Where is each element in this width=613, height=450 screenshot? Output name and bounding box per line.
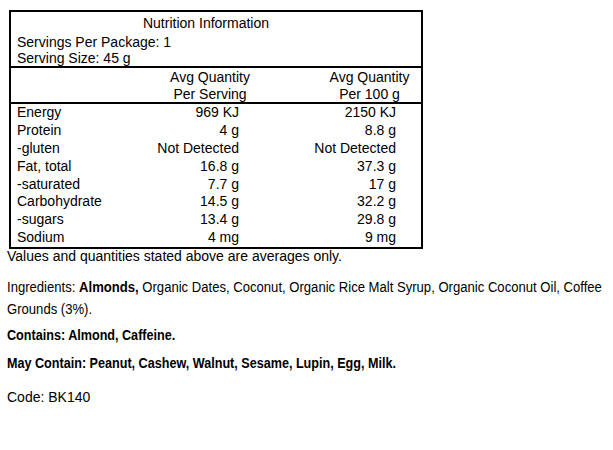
col-header-per-100g: Avg Quantity Per 100 g — [318, 69, 421, 102]
table-row: Fat, total16.8 g37.3 g — [11, 158, 421, 176]
table-row: -saturated7.7 g17 g — [11, 176, 421, 194]
table-row: Protein4 g8.8 g — [11, 122, 421, 140]
ingredients-bold: Almonds, — [79, 279, 139, 295]
servings-per-package: Servings Per Package: 1 — [11, 34, 421, 50]
table-title: Nutrition Information — [11, 13, 421, 34]
table-row: Carbohydrate14.5 g32.2 g — [11, 193, 421, 211]
product-code: Code: BK140 — [7, 386, 608, 408]
contains-statement: Contains: Almond, Caffeine. — [7, 324, 548, 346]
notes-section: Values and quantities stated above are a… — [7, 245, 608, 408]
serving-size: Serving Size: 45 g — [11, 50, 421, 66]
table-row: Energy969 KJ2150 KJ — [11, 104, 421, 122]
table-header-section: Nutrition Information Servings Per Packa… — [11, 12, 421, 68]
ingredients-label: Ingredients: — [7, 279, 79, 295]
nutrient-rows: Energy969 KJ2150 KJ Protein4 g8.8 g -glu… — [11, 104, 421, 247]
nutrition-label-page: Nutrition Information Servings Per Packa… — [0, 0, 613, 450]
col-header-per-serving: Avg Quantity Per Serving — [140, 69, 280, 102]
table-row: -glutenNot DetectedNot Detected — [11, 140, 421, 158]
column-headers: Avg Quantity Per Serving Avg Quantity Pe… — [11, 68, 421, 104]
table-row: -sugars13.4 g29.8 g — [11, 211, 421, 229]
ingredients-paragraph: Ingredients: Almonds, Organic Dates, Coc… — [7, 276, 610, 320]
may-contain-statement: May Contain: Peanut, Cashew, Walnut, Ses… — [7, 352, 548, 374]
averages-note: Values and quantities stated above are a… — [7, 245, 608, 267]
nutrition-table: Nutrition Information Servings Per Packa… — [9, 10, 423, 249]
